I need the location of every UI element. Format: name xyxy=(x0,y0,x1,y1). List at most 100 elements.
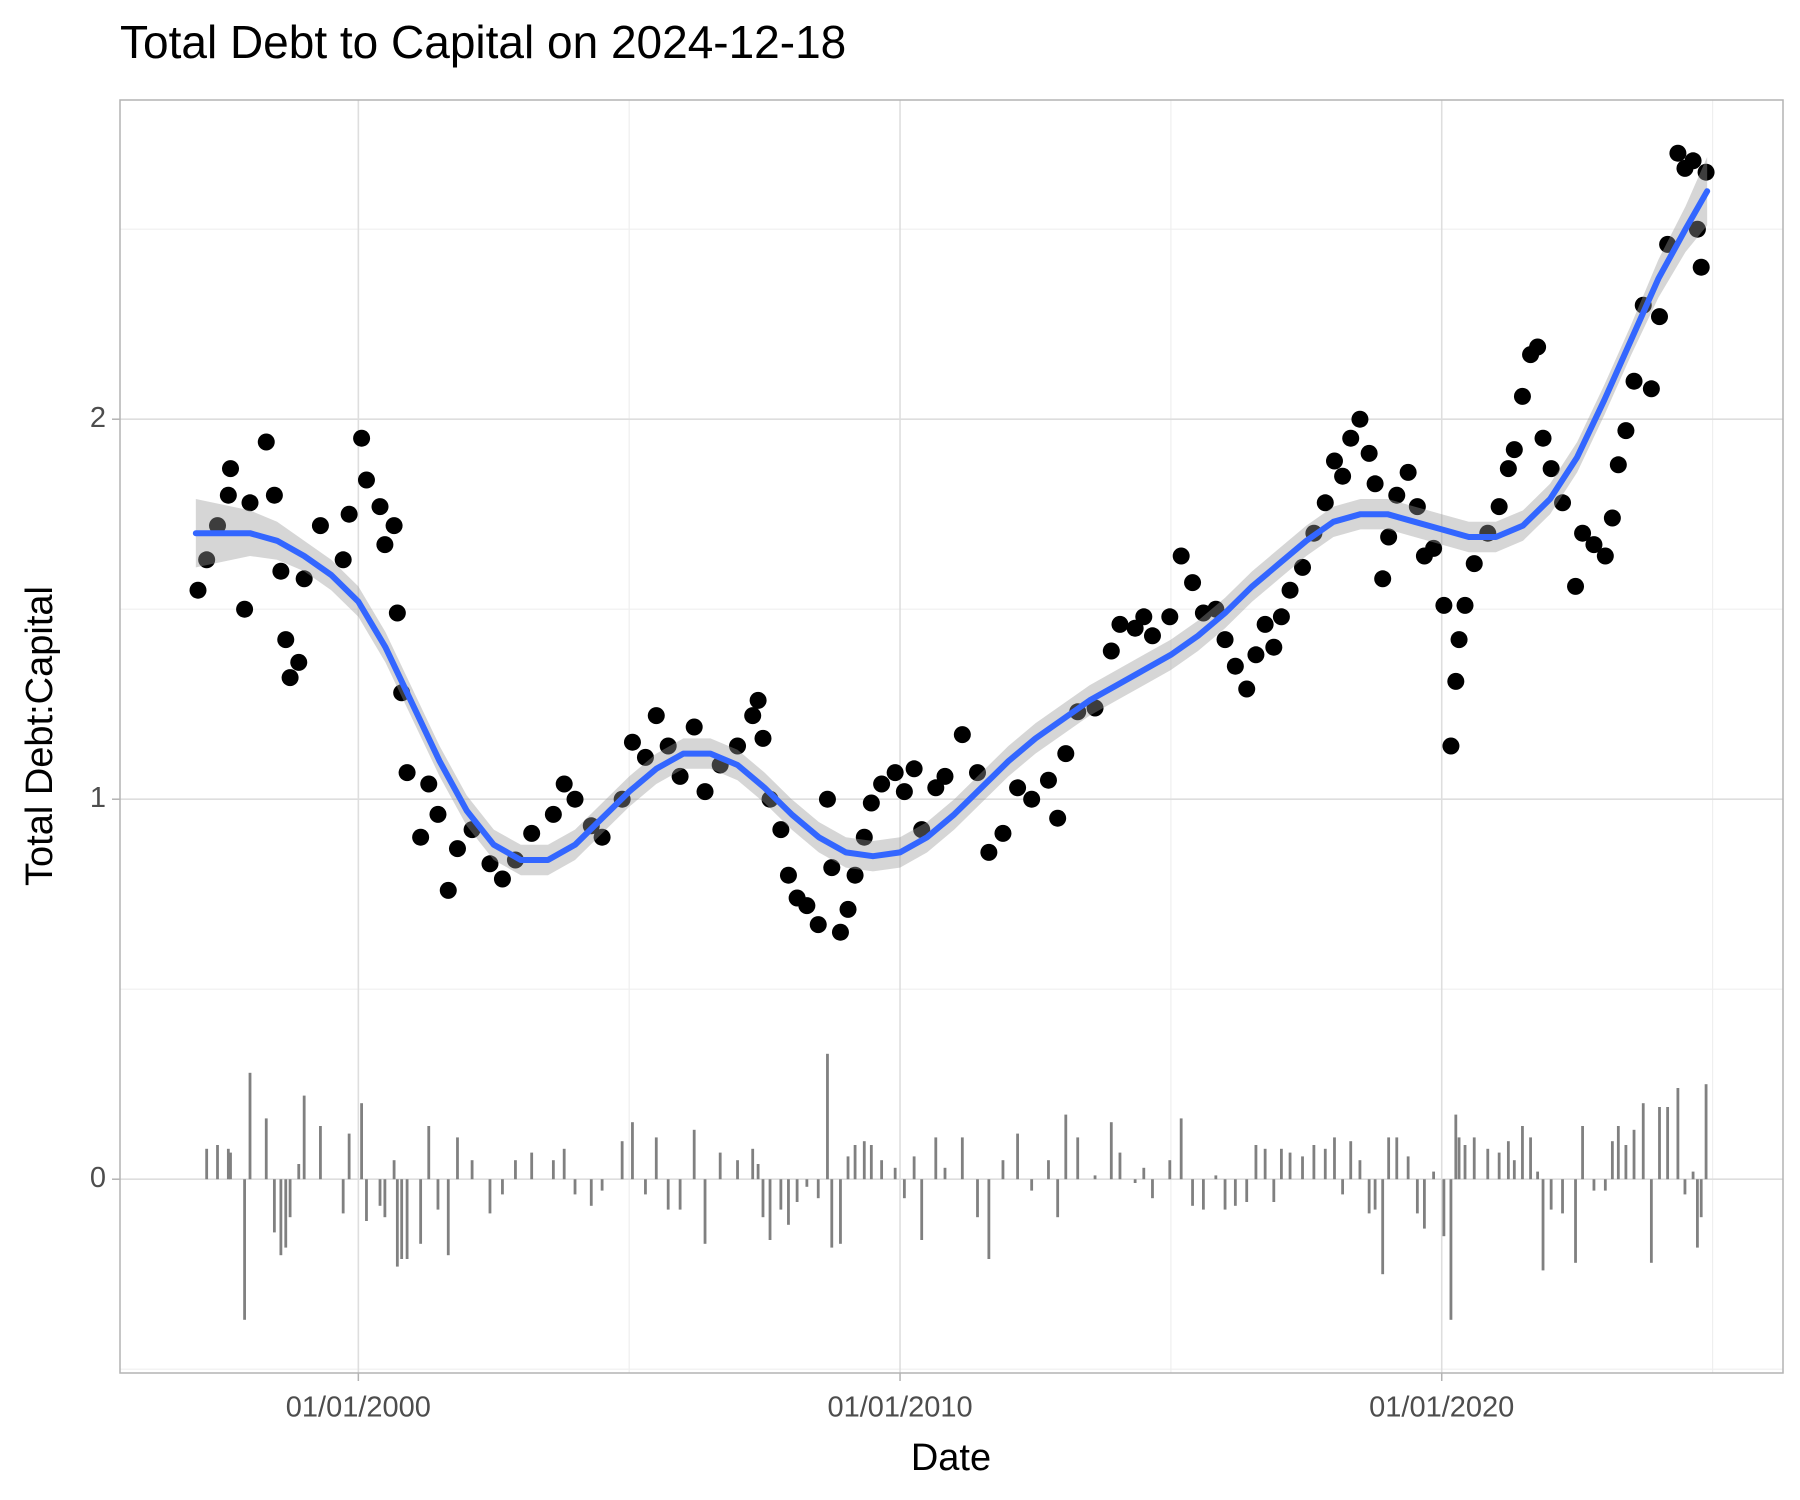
change-bar xyxy=(400,1179,404,1259)
change-bar xyxy=(1254,1145,1258,1180)
point xyxy=(1425,539,1443,557)
change-bar xyxy=(1610,1141,1614,1180)
point xyxy=(1450,631,1468,649)
change-bar xyxy=(779,1179,783,1210)
point xyxy=(798,897,816,915)
point xyxy=(566,790,584,808)
change-bar xyxy=(1432,1171,1436,1180)
change-bar xyxy=(383,1179,387,1218)
point xyxy=(544,805,562,823)
point xyxy=(1567,577,1585,595)
change-bar xyxy=(279,1179,283,1256)
change-bar xyxy=(1223,1179,1227,1210)
point xyxy=(636,748,654,766)
point xyxy=(1499,460,1517,478)
point xyxy=(311,517,329,535)
point xyxy=(555,775,573,793)
axes: 0 1 2 01/01/2000 01/01/2010 01/01/2020 xyxy=(90,402,1514,1424)
point xyxy=(855,828,873,846)
change-bar xyxy=(1541,1179,1545,1271)
change-bar xyxy=(787,1179,790,1225)
point xyxy=(1351,410,1369,428)
change-bar xyxy=(1574,1179,1577,1263)
point xyxy=(429,805,447,823)
point xyxy=(1281,581,1299,599)
point xyxy=(1669,144,1687,162)
point xyxy=(1143,627,1161,645)
point xyxy=(371,498,389,516)
point xyxy=(685,718,703,736)
change-bar xyxy=(1472,1137,1476,1180)
change-bar xyxy=(1142,1167,1146,1180)
point xyxy=(1505,441,1523,459)
change-bar xyxy=(1704,1084,1708,1180)
x-tick-label: 01/01/2010 xyxy=(827,1392,972,1424)
change-bar xyxy=(272,1179,276,1233)
change-bar xyxy=(1512,1160,1516,1180)
point xyxy=(1049,809,1067,827)
point xyxy=(1086,699,1104,717)
point xyxy=(353,429,371,447)
change-bar xyxy=(319,1126,322,1180)
change-bar xyxy=(920,1179,924,1240)
point xyxy=(1161,608,1179,626)
point xyxy=(913,821,931,839)
change-bar xyxy=(1632,1129,1636,1180)
change-bar xyxy=(562,1148,566,1180)
change-bar xyxy=(934,1137,938,1180)
change-bar xyxy=(1056,1179,1060,1218)
point xyxy=(1184,574,1202,592)
point xyxy=(448,840,466,858)
change-bar xyxy=(839,1179,842,1244)
change-bar xyxy=(229,1152,232,1180)
change-bar xyxy=(1422,1179,1426,1229)
point xyxy=(696,783,714,801)
change-bar xyxy=(678,1179,682,1210)
point xyxy=(1294,558,1312,576)
point xyxy=(290,653,308,671)
point xyxy=(1650,308,1668,326)
change-bar xyxy=(530,1152,534,1180)
change-bar xyxy=(360,1103,363,1180)
change-bar xyxy=(1341,1179,1345,1195)
change-bar xyxy=(284,1179,288,1248)
change-bar xyxy=(1415,1179,1419,1214)
change-bar xyxy=(644,1179,647,1195)
change-bar xyxy=(736,1160,739,1180)
point xyxy=(744,707,762,725)
point xyxy=(953,726,971,744)
change-bar xyxy=(573,1179,577,1195)
change-bar xyxy=(1406,1156,1410,1180)
change-bar xyxy=(470,1160,474,1180)
point xyxy=(420,775,438,793)
change-bar xyxy=(1395,1137,1399,1180)
change-bar xyxy=(1457,1137,1461,1180)
change-bar xyxy=(347,1133,351,1180)
point xyxy=(1534,429,1552,447)
change-bar xyxy=(1486,1148,1490,1180)
point xyxy=(198,551,216,569)
point xyxy=(281,669,299,687)
point xyxy=(388,604,406,622)
point xyxy=(846,866,864,884)
point xyxy=(1574,524,1592,542)
point xyxy=(936,767,954,785)
point xyxy=(376,536,394,554)
change-bar xyxy=(869,1145,873,1180)
point xyxy=(1247,646,1265,664)
point xyxy=(209,517,227,535)
point xyxy=(439,881,457,899)
change-bar xyxy=(1521,1126,1524,1180)
point xyxy=(1265,638,1283,656)
change-bar xyxy=(1109,1122,1113,1180)
change-bar xyxy=(427,1126,431,1180)
point xyxy=(1238,680,1256,698)
point xyxy=(779,866,797,884)
point xyxy=(1456,596,1474,614)
change-bar xyxy=(1245,1179,1249,1202)
point xyxy=(818,790,836,808)
point xyxy=(1374,570,1392,588)
y-tick-label: 1 xyxy=(90,782,106,814)
x-tick-label: 01/01/2020 xyxy=(1369,1392,1514,1424)
point xyxy=(189,581,207,599)
